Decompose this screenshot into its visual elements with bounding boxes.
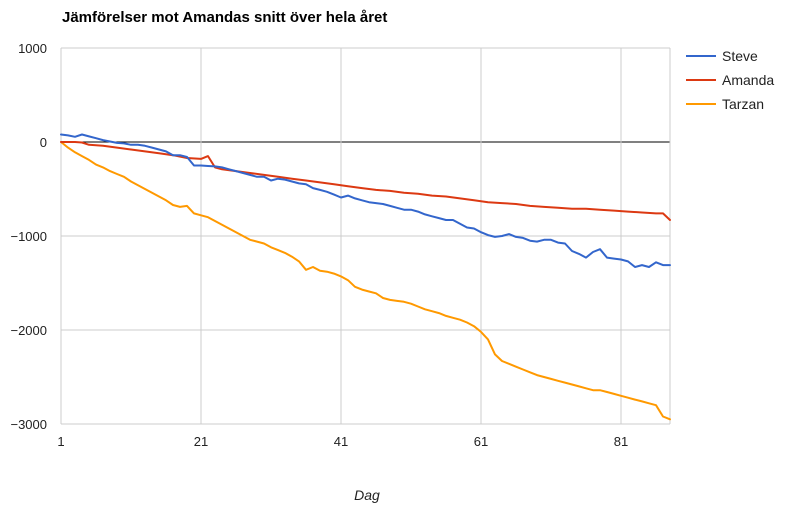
legend-label-amanda: Amanda <box>722 72 774 88</box>
y-tick-label: −1000 <box>10 229 47 244</box>
legend-label-tarzan: Tarzan <box>722 96 764 112</box>
y-tick-label: −2000 <box>10 323 47 338</box>
series-line-steve <box>60 133 671 268</box>
x-tick-label: 41 <box>334 434 348 449</box>
y-tick-label: 0 <box>40 135 47 150</box>
x-tick-label: 1 <box>57 434 64 449</box>
chart-title: Jämförelser mot Amandas snitt över hela … <box>62 9 387 26</box>
x-tick-label: 21 <box>194 434 208 449</box>
x-tick-label: 61 <box>474 434 488 449</box>
x-tick-label: 81 <box>614 434 628 449</box>
y-tick-label: 1000 <box>18 41 47 56</box>
series-lines <box>60 133 671 421</box>
series-line-tarzan <box>60 141 671 421</box>
y-axis-ticks: 1000 0 −1000 −2000 −3000 <box>10 41 47 432</box>
legend: Steve Amanda Tarzan <box>686 48 774 112</box>
series-line-amanda <box>60 141 671 221</box>
legend-label-steve: Steve <box>722 48 758 64</box>
y-tick-label: −3000 <box>10 417 47 432</box>
gridlines <box>60 47 671 425</box>
x-axis-ticks: 1 21 41 61 81 <box>57 434 628 449</box>
x-axis-label: Dag <box>354 487 380 503</box>
